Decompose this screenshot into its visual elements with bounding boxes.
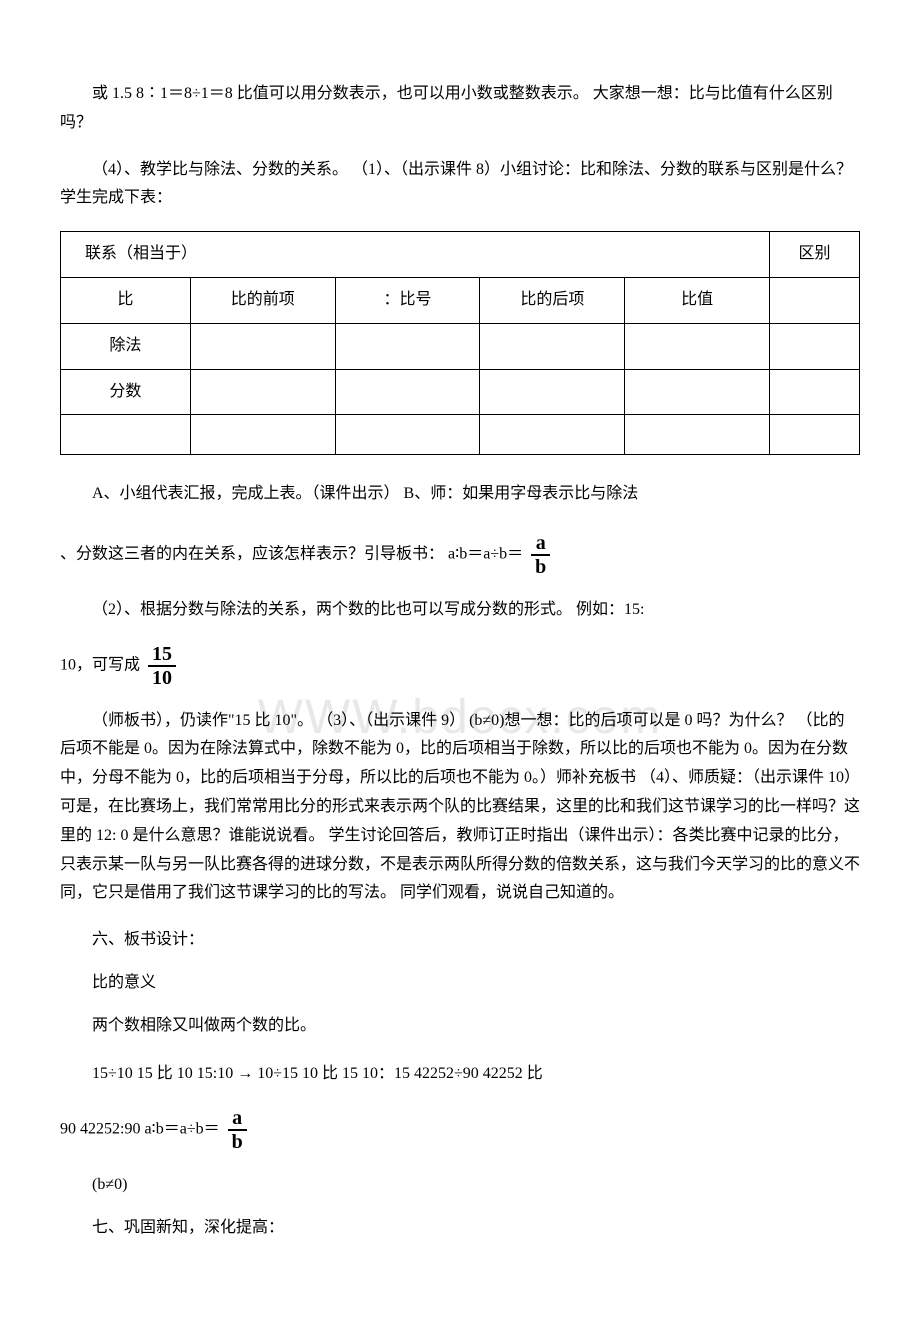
- table-cell: [770, 369, 860, 415]
- text-segment: 90 42252:90 a∶b＝a÷b＝: [60, 1121, 224, 1138]
- paragraph-intro: 或 1.5 8∶1＝8÷1＝8 比值可以用分数表示，也可以用小数或整数表示。 大…: [60, 80, 860, 138]
- paragraph-relation-formula: 、分数这三者的内在关系，应该怎样表示？引导板书： a∶b＝a÷b＝ a b: [60, 532, 860, 578]
- table-cell: [190, 415, 335, 455]
- table-cell: [61, 415, 191, 455]
- table-cell: [335, 369, 480, 415]
- section-bneq0: (b≠0): [60, 1171, 860, 1200]
- table-row: 分数: [61, 369, 860, 415]
- table-header-last: 区别: [770, 232, 860, 278]
- table-cell: [480, 323, 625, 369]
- table-cell: 分数: [61, 369, 191, 415]
- paragraph-teaching: （4）、教学比与除法、分数的关系。 （1）、（出示课件 8）小组讨论：比和除法、…: [60, 156, 860, 214]
- table-header-merged: 联系（相当于）: [61, 232, 770, 278]
- table-cell: [335, 323, 480, 369]
- paragraph-fraction-relation: （2）、根据分数与除法的关系，两个数的比也可以写成分数的形式。 例如：15:: [60, 596, 860, 625]
- paragraph-write-as: 10，可写成 15 10: [60, 643, 860, 689]
- table-row: 比 比的前项 ：比号 比的后项 比值: [61, 277, 860, 323]
- table-cell: [770, 323, 860, 369]
- table-cell: 比的后项: [480, 277, 625, 323]
- fraction-denominator: 10: [148, 667, 176, 689]
- section-definition: 两个数相除又叫做两个数的比。: [60, 1012, 860, 1041]
- table-cell: [335, 415, 480, 455]
- table-cell: 比的前项: [190, 277, 335, 323]
- section-six-heading: 六、板书设计：: [60, 926, 860, 955]
- fraction-1510: 15 10: [148, 643, 176, 689]
- table-cell: [770, 415, 860, 455]
- table-cell: [480, 369, 625, 415]
- table-cell: 除法: [61, 323, 191, 369]
- fraction-denominator: b: [531, 556, 550, 578]
- paragraph-group-report: A、小组代表汇报，完成上表。（课件出示） B、师：如果用字母表示比与除法: [60, 475, 860, 513]
- table-cell: [480, 415, 625, 455]
- fraction-numerator: 15: [148, 643, 176, 667]
- paragraph-examples: 15÷10 15 比 10 15:10 → 10÷15 10 比 15 10：1…: [60, 1055, 860, 1093]
- section-seven-heading: 七、巩固新知，深化提高：: [60, 1214, 860, 1243]
- fraction-numerator: a: [228, 1107, 247, 1131]
- paragraph-board-read: （师板书），仍读作"15 比 10"。 （3）、（出示课件 9） (b≠0)想一…: [60, 707, 860, 909]
- section-meaning-title: 比的意义: [60, 969, 860, 998]
- fraction-denominator: b: [228, 1131, 247, 1153]
- fraction-ab2: a b: [228, 1107, 247, 1153]
- table-cell: [190, 369, 335, 415]
- table-cell: 比: [61, 277, 191, 323]
- table-row: 除法: [61, 323, 860, 369]
- text-segment: 10，可写成: [60, 656, 140, 673]
- text-segment: A、小组代表汇报，完成上表。（课件出示） B、师：如果用字母表示比与除法: [92, 485, 638, 502]
- table-cell: ：比号: [335, 277, 480, 323]
- paragraph-formula-line: 90 42252:90 a∶b＝a÷b＝ a b: [60, 1107, 860, 1153]
- table-row: 联系（相当于） 区别: [61, 232, 860, 278]
- fraction-ab: a b: [531, 532, 550, 578]
- text-segment: 、分数这三者的内在关系，应该怎样表示？引导板书： a∶b＝a÷b＝: [60, 545, 527, 562]
- table-cell: 比值: [625, 277, 770, 323]
- table-cell: [190, 323, 335, 369]
- relation-table: 联系（相当于） 区别 比 比的前项 ：比号 比的后项 比值 除法 分数: [60, 231, 860, 455]
- table-row: [61, 415, 860, 455]
- table-cell: [625, 415, 770, 455]
- table-cell: [625, 323, 770, 369]
- fraction-numerator: a: [531, 532, 550, 556]
- table-cell: [770, 277, 860, 323]
- table-cell: [625, 369, 770, 415]
